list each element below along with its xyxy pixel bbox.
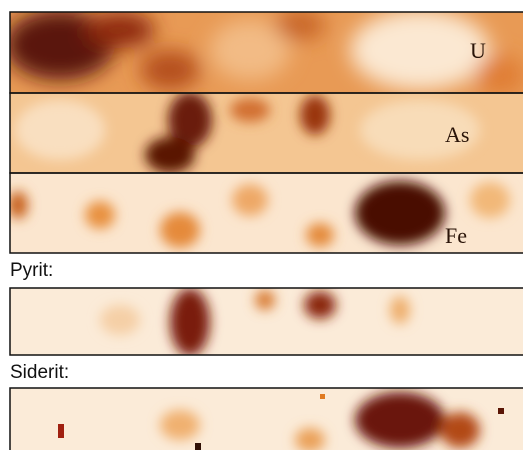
speck	[195, 443, 201, 450]
pyrit-map	[10, 288, 523, 356]
u-map	[5, 10, 523, 95]
section-title: Pyrit:	[10, 260, 53, 281]
map-label: As	[445, 122, 469, 147]
page: {"panels": [{"label": "U"}, {"label": "A…	[0, 0, 523, 450]
blob	[230, 98, 270, 122]
blob	[85, 12, 155, 48]
blob	[255, 290, 275, 310]
blob	[470, 182, 510, 218]
speck	[498, 408, 504, 414]
section-title: Siderit:	[10, 362, 69, 383]
blob	[8, 191, 28, 219]
blob	[304, 291, 336, 319]
blob	[355, 392, 445, 448]
blob	[160, 410, 200, 440]
blob	[85, 201, 115, 229]
blob	[350, 10, 490, 90]
blob	[355, 181, 445, 245]
blob	[145, 137, 195, 173]
blob	[440, 412, 480, 448]
blob	[306, 223, 334, 247]
siderit-map	[10, 388, 523, 450]
figure: U As Fe Pyrit: Siderit:	[0, 0, 523, 450]
blob	[15, 100, 105, 160]
blob	[140, 50, 200, 90]
blob	[160, 212, 200, 248]
blob	[232, 184, 268, 216]
blob	[390, 296, 410, 324]
blob	[300, 95, 330, 135]
blob	[100, 305, 140, 335]
blob	[170, 288, 210, 356]
speck	[320, 394, 325, 399]
map-label: U	[470, 38, 486, 63]
speck	[58, 424, 64, 438]
map-label: Fe	[445, 223, 467, 248]
blob	[275, 10, 325, 40]
